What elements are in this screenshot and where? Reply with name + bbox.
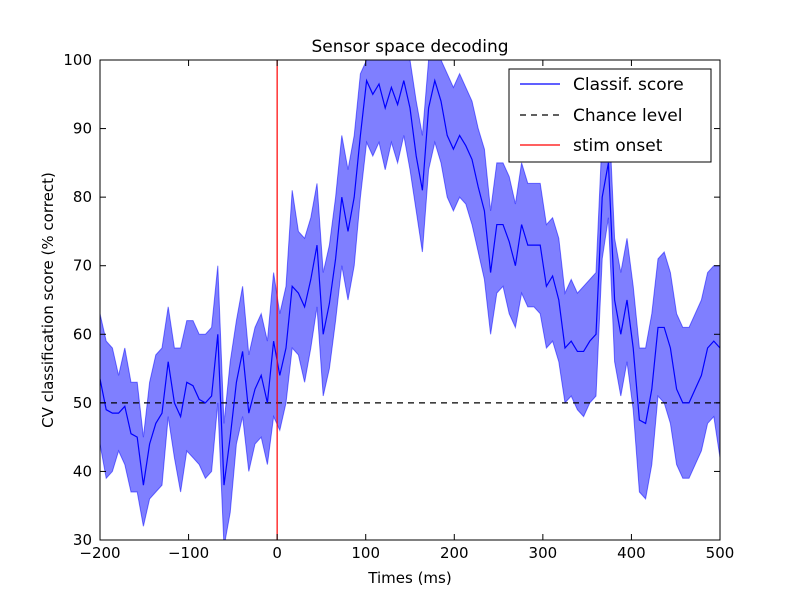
axes-frame bbox=[99, 59, 721, 541]
y-tick-label: 100 bbox=[63, 51, 92, 69]
y-axis: 30 40 50 60 70 80 90 100 bbox=[63, 51, 720, 549]
plot-area bbox=[100, 60, 720, 540]
x-tick-label: 100 bbox=[351, 544, 380, 562]
x-tick-label: 200 bbox=[440, 544, 469, 562]
y-tick-label: 90 bbox=[73, 120, 92, 138]
x-axis: −200 −100 0 100 200 300 400 500 bbox=[79, 60, 734, 562]
chart-title: Sensor space decoding bbox=[311, 37, 508, 57]
legend-label-chance-level: Chance level bbox=[573, 106, 682, 126]
y-tick-label: 50 bbox=[73, 394, 92, 412]
y-tick-label: 60 bbox=[73, 325, 92, 343]
x-tick-label: 0 bbox=[272, 544, 282, 562]
x-tick-label: 500 bbox=[706, 544, 735, 562]
y-tick-label: 30 bbox=[73, 531, 92, 549]
legend-label-stim-onset: stim onset bbox=[573, 136, 663, 156]
x-tick-label: −100 bbox=[168, 544, 209, 562]
x-tick-label: 300 bbox=[529, 544, 558, 562]
x-tick-label: −200 bbox=[79, 544, 120, 562]
score-confidence-band bbox=[100, 60, 720, 540]
y-tick-label: 70 bbox=[73, 257, 92, 275]
legend-label-classif-score: Classif. score bbox=[573, 75, 684, 95]
x-axis-label: Times (ms) bbox=[367, 569, 451, 587]
y-tick-label: 80 bbox=[73, 188, 92, 206]
legend: Classif. score Chance level stim onset bbox=[508, 68, 712, 163]
y-axis-label: CV classification score (% correct) bbox=[39, 172, 57, 428]
x-tick-label: 400 bbox=[617, 544, 646, 562]
y-tick-label: 40 bbox=[73, 462, 92, 480]
classif-score-line bbox=[100, 78, 720, 486]
